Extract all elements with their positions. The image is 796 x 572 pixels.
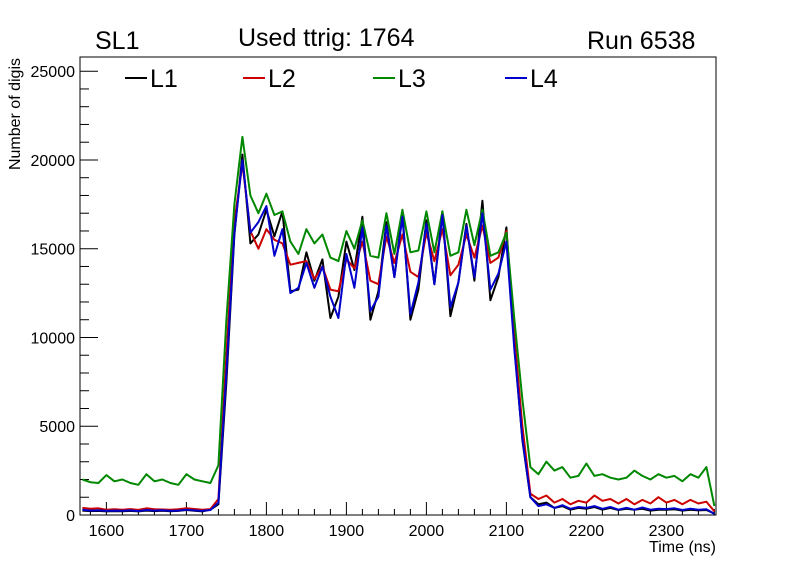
y-tick-label: 0 <box>66 508 75 525</box>
legend-label-l1: L1 <box>150 65 178 93</box>
run-label: Run 6538 <box>587 27 696 55</box>
legend: L1 L2 L3 L4 <box>125 65 558 93</box>
series-line-l2 <box>82 162 716 513</box>
axis-ticks <box>80 70 715 516</box>
x-tick-label: 1800 <box>249 523 285 540</box>
legend-label-l2: L2 <box>268 65 296 93</box>
y-tick-label: 10000 <box>31 330 76 347</box>
y-tick-label: 5000 <box>39 419 75 436</box>
legend-label-l3: L3 <box>398 65 426 93</box>
y-tick-label: 25000 <box>31 64 76 81</box>
x-tick-label: 1700 <box>169 523 205 540</box>
y-axis-title: Number of digis <box>7 58 24 170</box>
superlayer-label: SL1 <box>95 27 140 55</box>
x-tick-label: 1900 <box>329 523 365 540</box>
series-lines <box>82 135 716 515</box>
series-line-l1 <box>82 153 715 515</box>
x-tick-label: 2100 <box>489 523 525 540</box>
x-tick-label: 2300 <box>649 523 685 540</box>
series-line-l3 <box>82 135 716 507</box>
legend-label-l4: L4 <box>530 65 558 93</box>
tick-labels: 1600 1700 1800 1900 2000 2100 2200 2300 0 5000 100… <box>31 64 685 540</box>
y-tick-label: 20000 <box>31 153 76 170</box>
x-tick-label: 2200 <box>569 523 605 540</box>
x-tick-label: 2000 <box>409 523 445 540</box>
plot-frame <box>79 56 717 516</box>
ttrig-label: Used ttrig: 1764 <box>238 24 415 52</box>
series-line-l4 <box>82 159 715 515</box>
x-tick-label: 1600 <box>89 523 125 540</box>
y-tick-label: 15000 <box>31 242 76 259</box>
x-axis-title: Time (ns) <box>649 539 716 556</box>
